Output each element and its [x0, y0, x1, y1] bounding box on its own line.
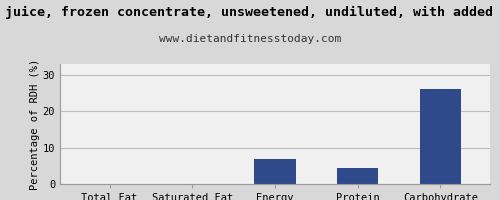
Bar: [337, 168, 378, 184]
Text: www.dietandfitnesstoday.com: www.dietandfitnesstoday.com: [159, 34, 341, 44]
Text: juice, frozen concentrate, unsweetened, undiluted, with added calcium p: juice, frozen concentrate, unsweetened, …: [5, 6, 500, 19]
Y-axis label: Percentage of RDH (%): Percentage of RDH (%): [30, 58, 40, 190]
Bar: [420, 89, 461, 184]
Bar: [254, 159, 296, 184]
